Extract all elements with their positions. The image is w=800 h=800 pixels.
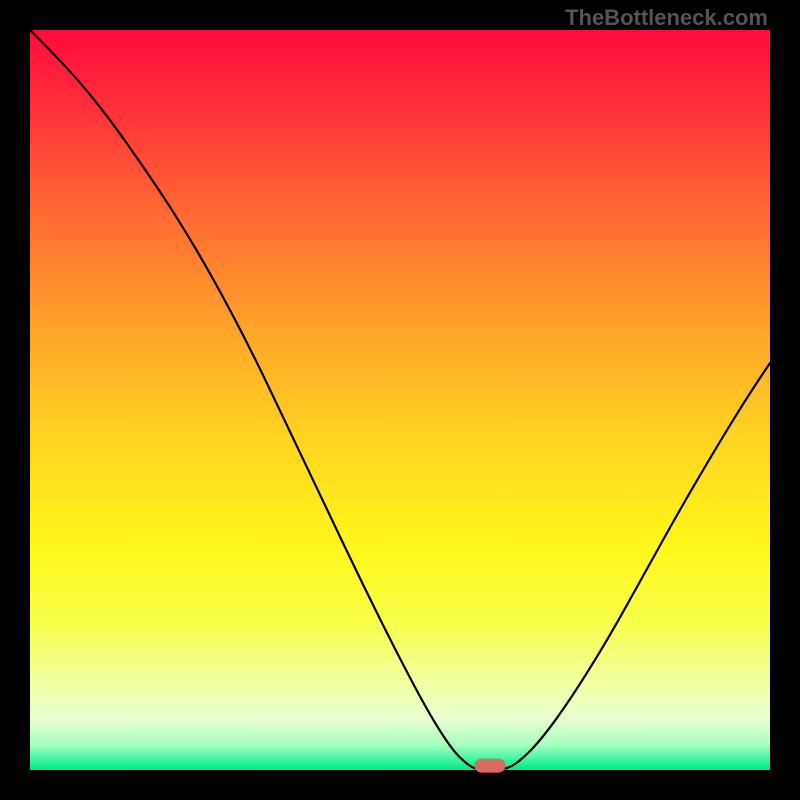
minimum-marker	[475, 758, 506, 773]
watermark-text: TheBottleneck.com	[565, 5, 768, 31]
bottleneck-curve	[30, 30, 770, 770]
plot-area	[30, 30, 770, 770]
chart-frame: TheBottleneck.com	[0, 0, 800, 800]
